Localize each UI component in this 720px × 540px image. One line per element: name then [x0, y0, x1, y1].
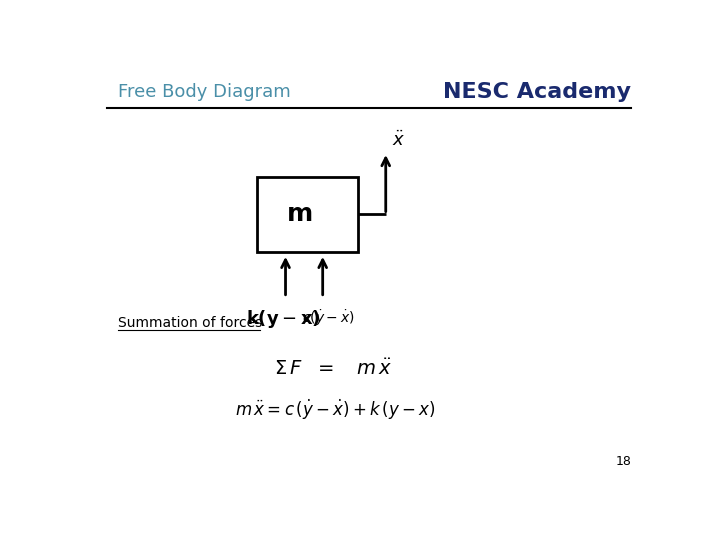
Text: Summation of forces: Summation of forces [118, 315, 262, 329]
Text: 18: 18 [616, 455, 631, 468]
Text: $m\,\ddot{x} = c\,(\dot{y}-\dot{x})+k\,(y-x)$: $m\,\ddot{x} = c\,(\dot{y}-\dot{x})+k\,(… [235, 398, 436, 422]
Text: $\ddot{x}$: $\ddot{x}$ [392, 131, 405, 150]
Text: Free Body Diagram: Free Body Diagram [118, 83, 291, 101]
Bar [258, 177, 358, 252]
Text: $\Sigma\, F\ \ =\ \ \ m\,\ddot{x}$: $\Sigma\, F\ \ =\ \ \ m\,\ddot{x}$ [274, 358, 392, 379]
Text: NESC Academy: NESC Academy [444, 82, 631, 102]
Text: $\mathbf{k(y{\rm -}x)}$: $\mathbf{k(y{\rm -}x)}$ [246, 308, 320, 330]
Text: m: m [287, 202, 312, 226]
Text: $c(\dot{y}-\dot{x})$: $c(\dot{y}-\dot{x})$ [302, 308, 355, 328]
